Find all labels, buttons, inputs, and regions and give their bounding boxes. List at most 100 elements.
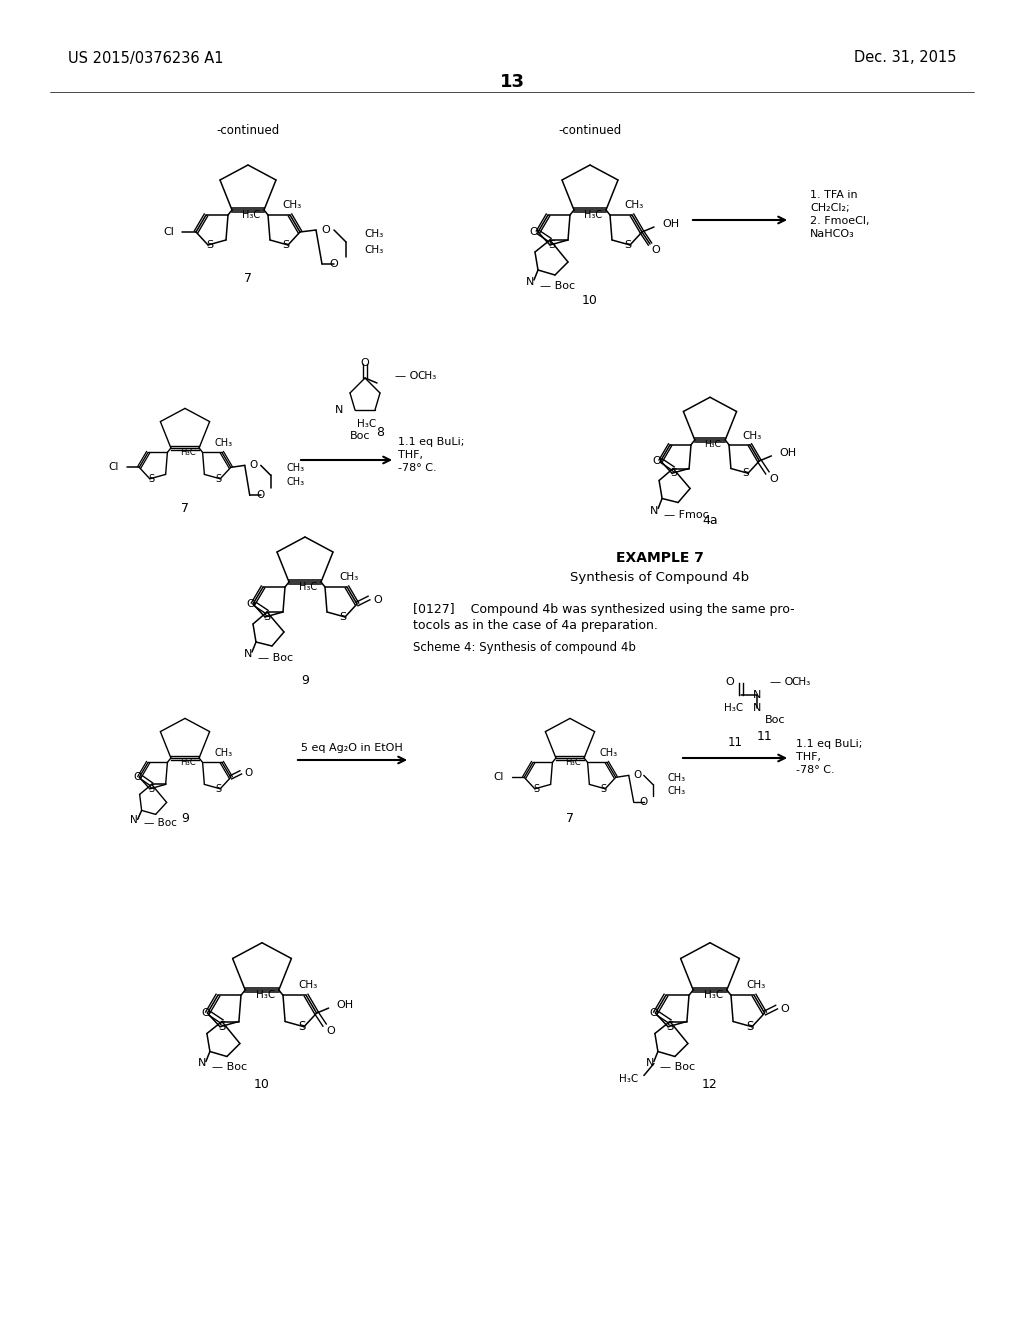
Text: N: N	[753, 690, 761, 700]
Text: OH: OH	[337, 1001, 353, 1010]
Text: S: S	[298, 1020, 306, 1034]
Text: — Boc: — Boc	[143, 818, 176, 829]
Text: H₃C: H₃C	[584, 210, 602, 220]
Text: N: N	[244, 649, 252, 659]
Text: O: O	[201, 1008, 210, 1019]
Text: O: O	[649, 1008, 657, 1019]
Text: CH₃: CH₃	[742, 430, 762, 441]
Text: CH₃: CH₃	[417, 371, 436, 381]
Text: S: S	[671, 469, 677, 478]
Text: Synthesis of Compound 4b: Synthesis of Compound 4b	[570, 572, 750, 585]
Text: H₃C: H₃C	[357, 418, 376, 429]
Text: H₃C: H₃C	[703, 990, 723, 1001]
Text: H₃C: H₃C	[705, 441, 721, 449]
Text: O: O	[640, 797, 648, 808]
Text: N: N	[649, 506, 658, 516]
Text: — O: — O	[395, 371, 419, 381]
Text: O: O	[133, 772, 141, 783]
Text: 7: 7	[566, 812, 574, 825]
Text: CH₃: CH₃	[215, 438, 233, 449]
Text: CH₃: CH₃	[746, 981, 766, 990]
Text: 5 eq Ag₂O in EtOH: 5 eq Ag₂O in EtOH	[301, 743, 402, 752]
Text: CH₃: CH₃	[668, 787, 686, 796]
Text: CH₃: CH₃	[339, 572, 358, 582]
Text: H₃C: H₃C	[299, 582, 317, 591]
Text: S: S	[283, 240, 290, 249]
Text: CH₂Cl₂;: CH₂Cl₂;	[810, 203, 850, 213]
Text: 11: 11	[757, 730, 773, 742]
Text: H₃C: H₃C	[618, 1074, 638, 1085]
Text: 9: 9	[301, 673, 309, 686]
Text: S: S	[148, 784, 155, 793]
Text: 10: 10	[254, 1078, 270, 1092]
Text: N: N	[525, 277, 534, 286]
Text: N: N	[335, 405, 343, 414]
Text: NaHCO₃: NaHCO₃	[810, 228, 855, 239]
Text: Cl: Cl	[109, 462, 119, 473]
Text: N: N	[130, 816, 137, 825]
Text: S: S	[746, 1020, 754, 1034]
Text: -continued: -continued	[216, 124, 280, 136]
Text: 9: 9	[181, 812, 189, 825]
Text: CH₃: CH₃	[364, 246, 383, 255]
Text: Dec. 31, 2015: Dec. 31, 2015	[853, 50, 956, 66]
Text: CH₃: CH₃	[287, 478, 305, 487]
Text: THF,: THF,	[796, 752, 821, 762]
Text: S: S	[549, 240, 556, 249]
Text: O: O	[373, 595, 382, 605]
Text: S: S	[215, 784, 221, 793]
Text: O: O	[257, 490, 265, 500]
Text: -78° C.: -78° C.	[398, 463, 436, 473]
Text: CH₃: CH₃	[364, 228, 383, 239]
Text: O: O	[651, 246, 660, 255]
Text: O: O	[321, 224, 330, 235]
Text: H₃C: H₃C	[724, 704, 743, 713]
Text: Cl: Cl	[494, 772, 504, 783]
Text: CH₃: CH₃	[215, 748, 233, 759]
Text: H₃C: H₃C	[180, 758, 196, 767]
Text: S: S	[534, 784, 540, 793]
Text: 1. TFA in: 1. TFA in	[810, 190, 858, 201]
Text: — Boc: — Boc	[659, 1063, 695, 1072]
Text: CH₃: CH₃	[298, 981, 317, 990]
Text: S: S	[207, 240, 214, 249]
Text: S: S	[742, 469, 750, 478]
Text: -78° C.: -78° C.	[796, 766, 835, 775]
Text: O: O	[780, 1005, 790, 1014]
Text: 1.1 eq BuLi;: 1.1 eq BuLi;	[398, 437, 464, 447]
Text: CH₃: CH₃	[287, 463, 305, 474]
Text: S: S	[263, 612, 270, 622]
Text: 12: 12	[702, 1078, 718, 1092]
Text: N: N	[753, 704, 761, 713]
Text: Boc: Boc	[765, 715, 785, 725]
Text: O: O	[652, 455, 662, 466]
Text: S: S	[215, 474, 221, 484]
Text: — Boc: — Boc	[212, 1063, 247, 1072]
Text: O: O	[330, 259, 338, 269]
Text: 10: 10	[582, 293, 598, 306]
Text: O: O	[250, 461, 258, 470]
Text: tocols as in the case of 4a preparation.: tocols as in the case of 4a preparation.	[413, 619, 657, 631]
Text: S: S	[625, 240, 632, 249]
Text: CH₃: CH₃	[625, 201, 644, 210]
Text: CH₃: CH₃	[791, 677, 810, 686]
Text: H₃C: H₃C	[242, 210, 260, 220]
Text: 8: 8	[376, 426, 384, 440]
Text: N: N	[645, 1059, 654, 1068]
Text: 7: 7	[181, 502, 189, 515]
Text: H₃C: H₃C	[180, 447, 196, 457]
Text: Boc: Boc	[350, 432, 371, 441]
Text: CH₃: CH₃	[600, 748, 618, 759]
Text: 1.1 eq BuLi;: 1.1 eq BuLi;	[796, 739, 862, 748]
Text: 4a: 4a	[702, 513, 718, 527]
Text: O: O	[360, 358, 370, 368]
Text: -continued: -continued	[558, 124, 622, 136]
Text: O: O	[246, 599, 255, 609]
Text: 7: 7	[244, 272, 252, 285]
Text: H₃C: H₃C	[565, 758, 581, 767]
Text: CH₃: CH₃	[668, 774, 686, 783]
Text: O: O	[726, 677, 734, 686]
Text: O: O	[327, 1026, 335, 1036]
Text: — O: — O	[770, 677, 794, 686]
Text: Cl: Cl	[163, 227, 174, 238]
